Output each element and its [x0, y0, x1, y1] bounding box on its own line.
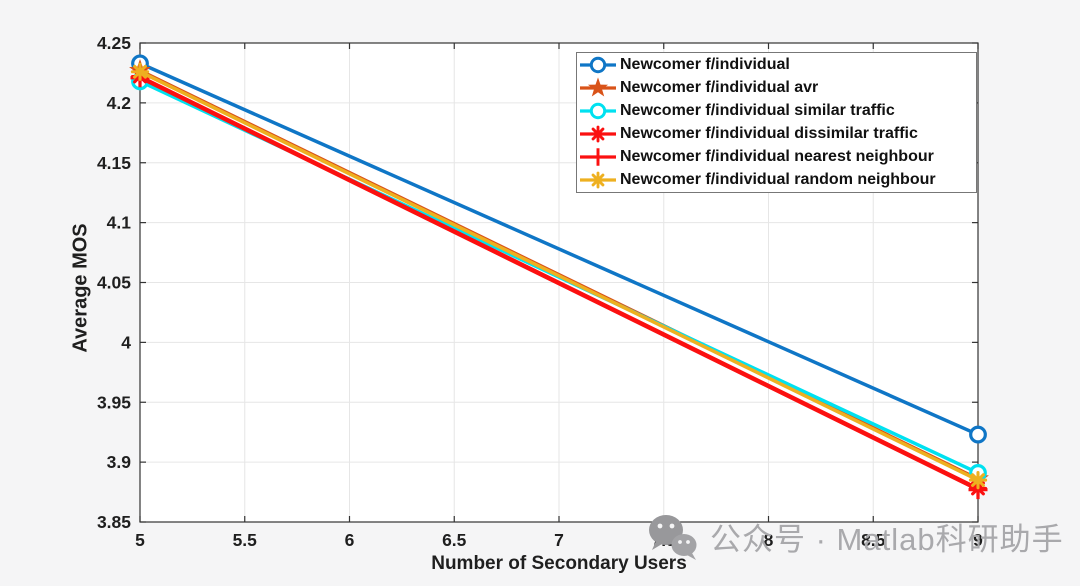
legend-label: Newcomer f/individual: [620, 56, 790, 74]
marker-open-circle: [969, 425, 987, 444]
marker-filled-star: [587, 77, 609, 97]
legend-item: Newcomer f/individual nearest neighbour: [577, 145, 976, 168]
legend-item: Newcomer f/individual random neighbour: [577, 168, 976, 191]
series-line: [139, 61, 979, 437]
series-line: [139, 70, 979, 482]
legend-label: Newcomer f/individual avr: [620, 79, 819, 97]
x-tick-label: 8.5: [861, 530, 886, 550]
x-tick-label: 5: [135, 530, 145, 550]
series-5: [130, 62, 988, 490]
legend-marker-asterisk-burst: [580, 125, 616, 143]
series-line: [139, 76, 979, 492]
marker-open-circle: [589, 102, 607, 120]
y-axis-label: Average MOS: [69, 223, 92, 353]
marker-open-circle: [589, 57, 607, 74]
x-axis-label: Number of Secondary Users: [431, 553, 687, 574]
legend-item: Newcomer f/individual: [577, 54, 976, 77]
y-tick-label: 4.25: [97, 33, 131, 53]
legend-item: Newcomer f/individual similar traffic: [577, 100, 976, 123]
y-tick-label: 4: [121, 332, 131, 352]
legend-label: Newcomer f/individual dissimilar traffic: [620, 124, 918, 142]
x-tick-label: 8: [764, 530, 774, 550]
y-tick-label: 3.9: [107, 452, 132, 472]
legend-marker-plus: [580, 147, 616, 166]
y-tick-label: 4.05: [97, 273, 131, 293]
y-tick-label: 4.1: [107, 213, 132, 233]
x-tick-label: 7.5: [652, 530, 677, 550]
x-tick-label: 5.5: [233, 530, 258, 550]
x-tick-label: 6: [345, 530, 355, 550]
legend-item: Newcomer f/individual avr: [577, 77, 976, 100]
legend: Newcomer f/individual Newcomer f/individu…: [576, 52, 977, 193]
x-tick-label: 7: [554, 530, 564, 550]
legend-marker-open-circle: [580, 102, 616, 120]
marker-asterisk: [130, 62, 150, 81]
y-tick-label: 4.15: [97, 153, 131, 173]
legend-label: Newcomer f/individual random neighbour: [620, 170, 936, 188]
x-tick-label: 6.5: [442, 530, 467, 550]
legend-item: Newcomer f/individual dissimilar traffic: [577, 122, 976, 145]
x-tick-label: 9: [973, 530, 983, 550]
legend-label: Newcomer f/individual nearest neighbour: [620, 147, 934, 165]
y-tick-label: 3.85: [97, 512, 131, 532]
marker-plus: [589, 147, 607, 166]
legend-label: Newcomer f/individual similar traffic: [620, 102, 895, 120]
legend-marker-filled-star: [580, 77, 616, 97]
marker-asterisk: [589, 171, 607, 188]
legend-marker-asterisk-burst: [580, 171, 616, 188]
marker-asterisk: [968, 470, 988, 490]
y-tick-label: 3.95: [97, 392, 131, 412]
y-tick-label: 4.2: [107, 93, 132, 113]
marker-asterisk: [589, 125, 607, 143]
legend-marker-open-circle: [580, 57, 616, 74]
